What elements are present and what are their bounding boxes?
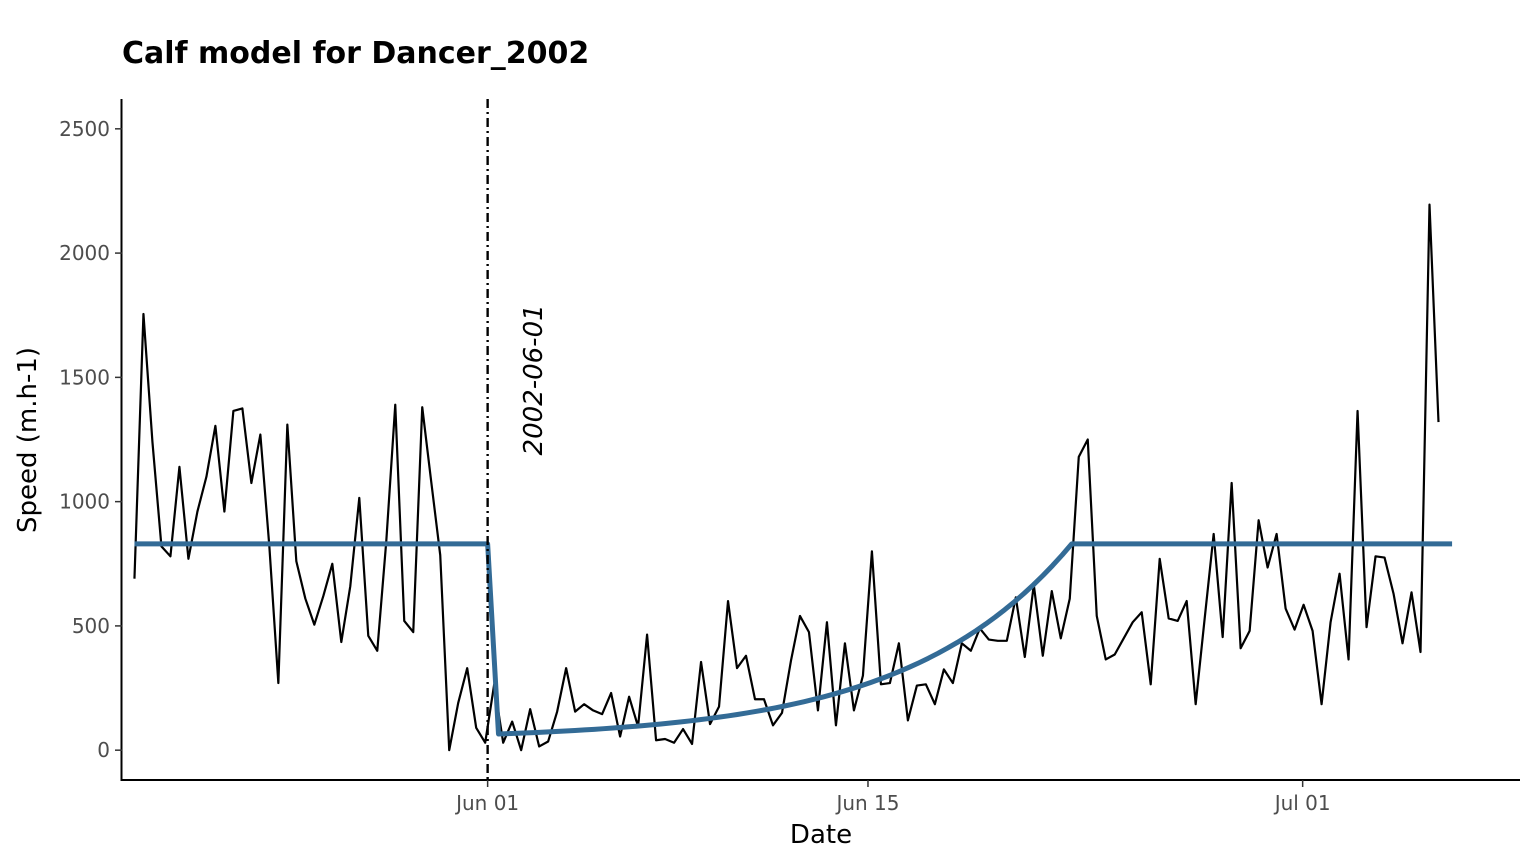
x-tick-label: Jun 01 [454,791,519,815]
y-tick-label: 2000 [59,241,110,265]
x-axis-ticks: Jun 01 Jun 15 Jul 01 [454,780,1331,815]
y-tick-label: 1500 [59,365,110,389]
y-axis-ticks: 0 500 1000 1500 2000 2500 [59,117,122,762]
y-tick-label: 1000 [59,490,110,514]
y-tick-label: 0 [97,738,110,762]
plot-area: 2002-06-01 [133,99,1453,780]
y-axis-title: Speed (m.h-1) [13,347,43,533]
y-tick-label: 500 [72,614,110,638]
x-tick-label: Jul 01 [1273,791,1331,815]
x-tick-label: Jun 15 [834,791,899,815]
y-tick-label: 2500 [59,117,110,141]
series-model-line [134,541,1453,737]
calving-date-label: 2002-06-01 [519,304,549,455]
chart-title: Calf model for Dancer_2002 [122,36,589,71]
x-axis-title: Date [790,820,852,850]
series-speed-line [133,203,1440,752]
